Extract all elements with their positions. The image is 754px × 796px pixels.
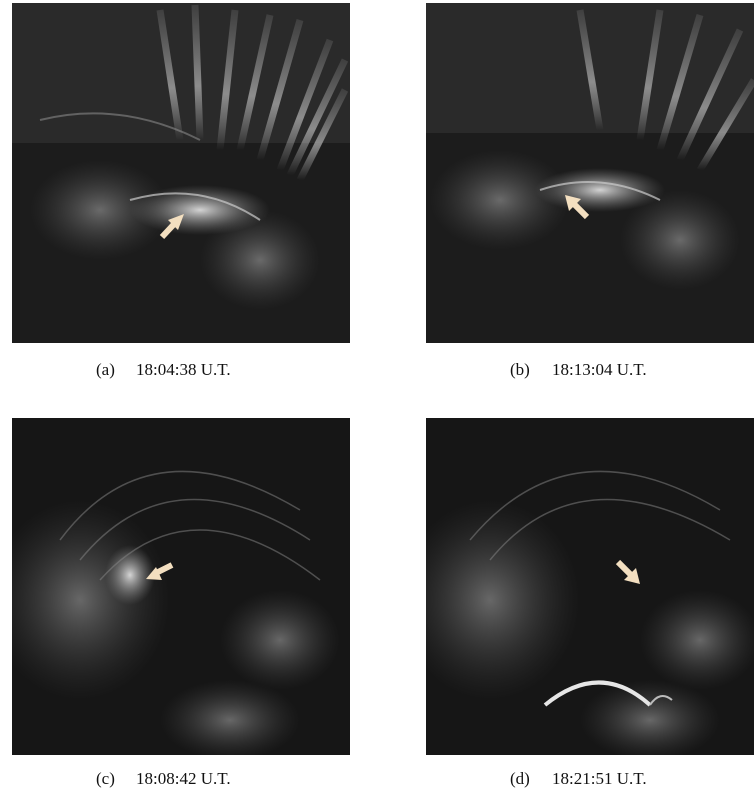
panel-label: (c) <box>96 769 115 788</box>
solar-image <box>400 418 754 760</box>
panel-caption: 18:08:42 U.T. <box>136 769 231 788</box>
panel-caption: 18:04:38 U.T. <box>136 360 231 379</box>
solar-image <box>426 3 754 343</box>
panel-label: (b) <box>510 360 530 379</box>
solar-image <box>0 418 350 760</box>
page: (a) 18:04:38 U.T. (b) 18:13:04 U.T. (c) … <box>0 0 754 791</box>
panel-caption: 18:21:51 U.T. <box>552 769 647 788</box>
solar-image <box>12 3 350 343</box>
figure: (a) 18:04:38 U.T. (b) 18:13:04 U.T. (c) … <box>0 0 754 791</box>
panel-label: (a) <box>96 360 115 379</box>
panel-caption: 18:13:04 U.T. <box>552 360 647 379</box>
panel-label: (d) <box>510 769 530 788</box>
